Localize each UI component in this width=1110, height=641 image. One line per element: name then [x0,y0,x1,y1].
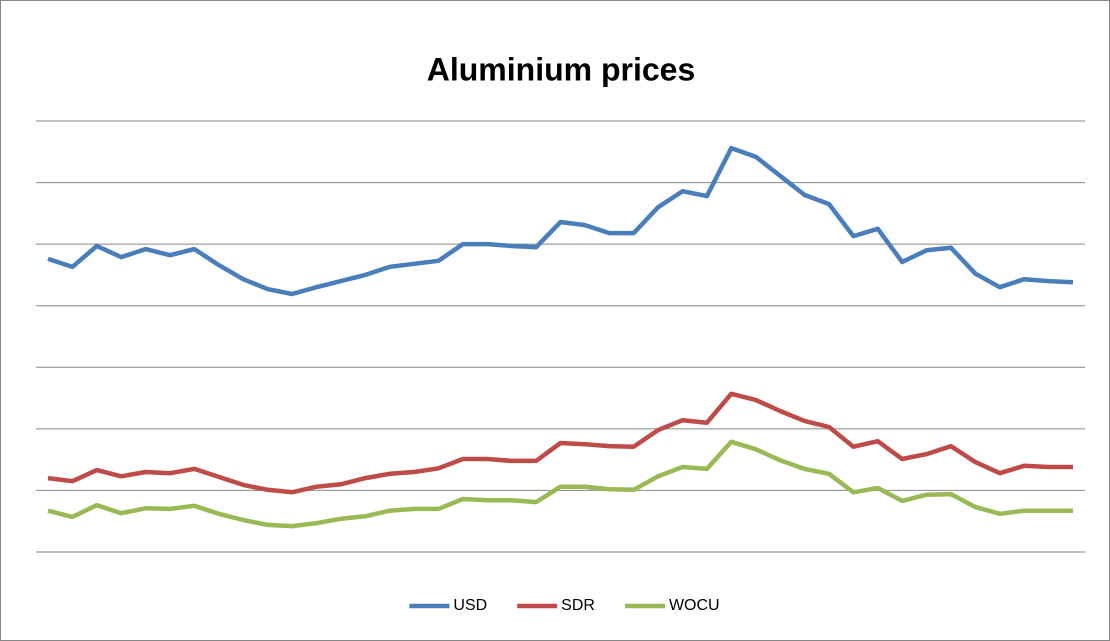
series-line [47,145,1074,297]
legend-label: USD [453,597,487,614]
legend-label: SDR [561,597,595,614]
series-line [47,391,1073,495]
legend-label: WOCU [669,597,720,614]
chart-title: Aluminium prices [427,51,696,87]
series-line [47,439,1073,529]
